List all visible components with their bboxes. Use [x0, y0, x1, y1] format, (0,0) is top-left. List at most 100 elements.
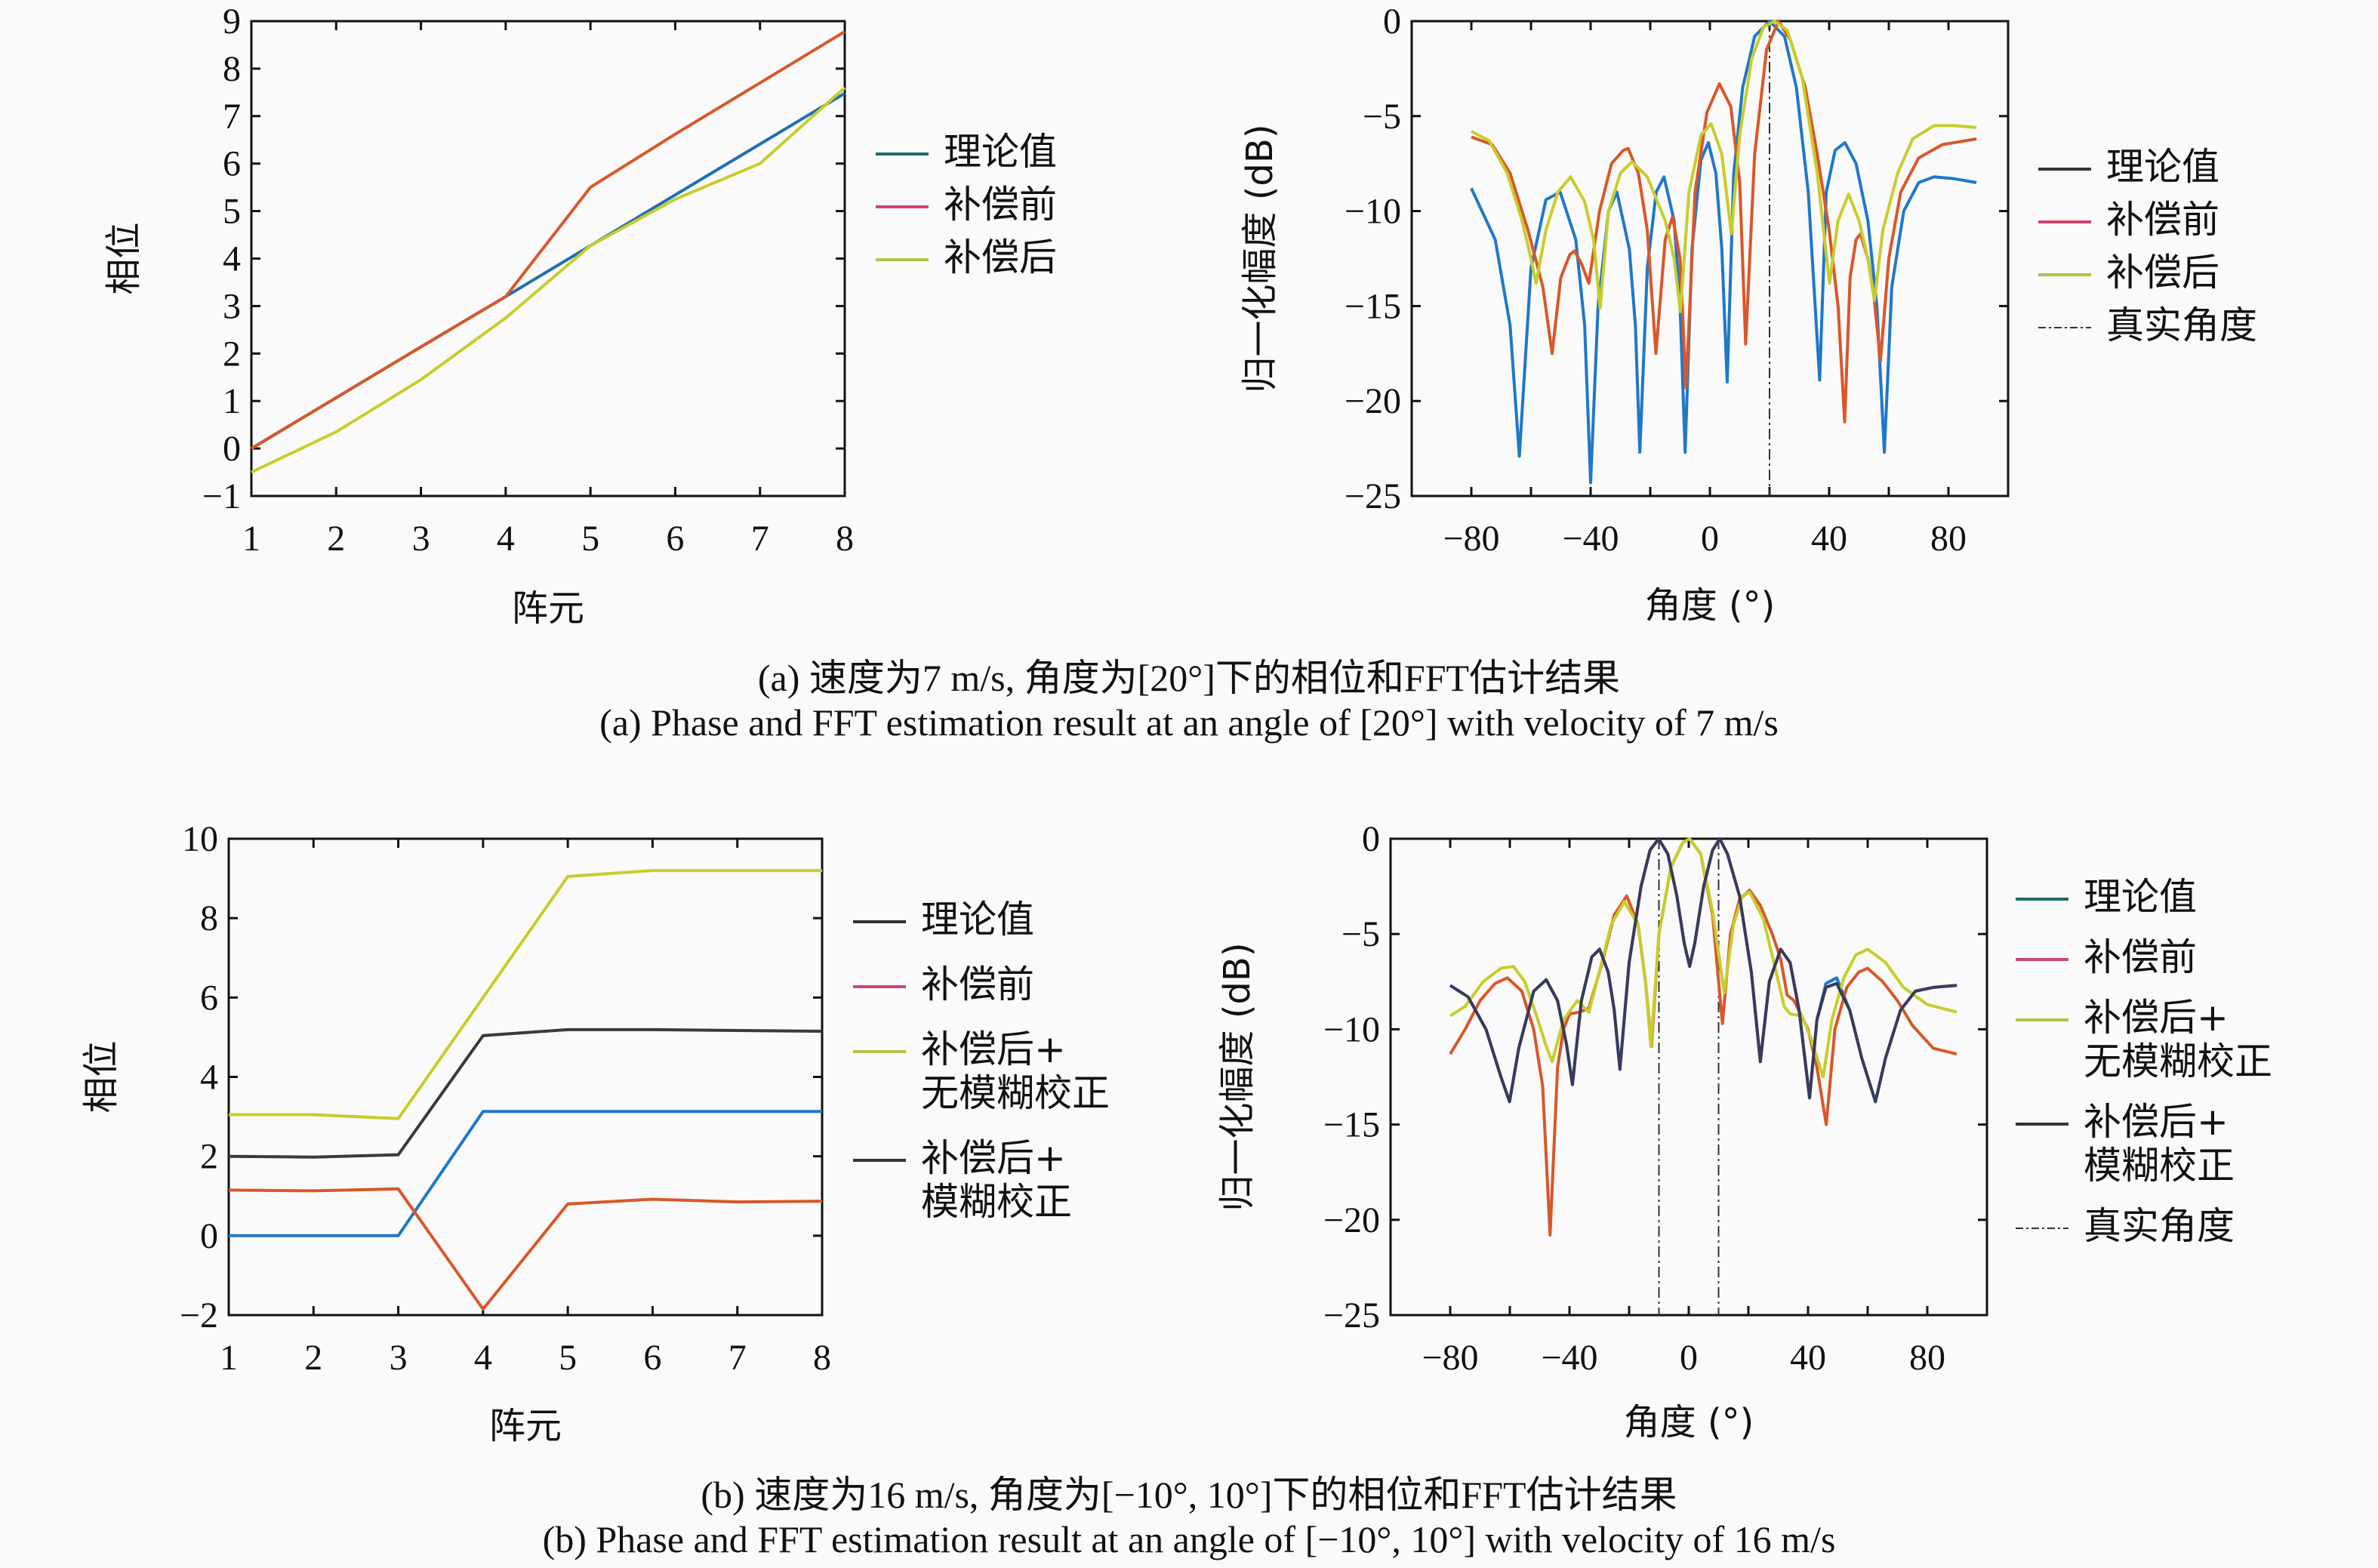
legend-label: 补偿后: [944, 236, 1057, 279]
chart-a-fft: −80 −40 0 40 80 0 −5 −10 −15 −20 −25 角度 (°) 归一化幅度 (d…: [1239, 2, 2257, 627]
x-tick-label: 0: [1680, 1338, 1698, 1378]
y-tick-label: −1: [202, 476, 241, 516]
x-tick-label: 2: [304, 1338, 322, 1378]
y-tick-label: −2: [180, 1295, 218, 1335]
caption-b-zh: (b) 速度为16 m/s, 角度为[−10°, 10°]下的相位和FFT估计结…: [701, 1474, 1677, 1516]
y-tick-label: 2: [223, 334, 241, 374]
x-tick-label: −40: [1562, 519, 1619, 559]
y-tick-label: −15: [1323, 1105, 1380, 1145]
legend-label: 理论值: [944, 130, 1057, 174]
x-tick-label: 80: [1909, 1338, 1945, 1378]
legend-label: 理论值: [2084, 875, 2197, 919]
legend-label: 补偿前: [921, 963, 1034, 1006]
y-tick-label: 4: [200, 1058, 218, 1098]
legend-label: 无模糊校正: [921, 1071, 1110, 1115]
x-tick-label: 80: [1930, 519, 1967, 559]
series-line: [1449, 837, 1958, 1104]
y-tick-label: 6: [223, 144, 241, 184]
x-tick-label: 40: [1790, 1338, 1826, 1378]
x-tick-label: 4: [474, 1338, 492, 1378]
x-tick-label: −40: [1541, 1338, 1597, 1378]
y-tick-label: 0: [200, 1216, 218, 1256]
series-line: [228, 1027, 823, 1159]
y-axis-label: 相位: [80, 1040, 122, 1113]
x-tick-label: 8: [836, 519, 854, 559]
x-axis-label: 阵元: [512, 587, 584, 630]
legend-label: 理论值: [2106, 145, 2219, 189]
x-axis-label: 角度 (°): [1624, 1401, 1754, 1443]
y-tick-label: 9: [223, 2, 241, 42]
y-tick-label: −20: [1323, 1200, 1380, 1240]
caption-b-en: (b) Phase and FFT estimation result at a…: [542, 1518, 1836, 1560]
y-tick-label: 5: [223, 192, 241, 232]
y-axis-label: 归一化幅度 (dB): [1216, 942, 1258, 1211]
y-tick-label: 0: [223, 429, 241, 469]
plot-frame: [250, 20, 846, 498]
legend-label: 补偿前: [944, 183, 1057, 226]
series-line: [228, 1187, 823, 1311]
series-line: [251, 86, 846, 474]
y-tick-label: −10: [1323, 1009, 1380, 1049]
y-tick-label: 0: [1362, 819, 1380, 859]
y-tick-label: −20: [1345, 381, 1401, 421]
y-axis-label: 归一化幅度 (dB): [1239, 124, 1281, 393]
legend-label: 真实角度: [2106, 303, 2257, 347]
y-tick-label: −5: [1363, 97, 1401, 137]
y-tick-label: −5: [1341, 914, 1380, 954]
plot-frame: [1410, 20, 2010, 498]
y-tick-label: 8: [200, 898, 218, 938]
series-line: [1449, 837, 1958, 1079]
x-tick-label: 5: [559, 1338, 577, 1378]
x-tick-label: 1: [242, 519, 260, 559]
series-line: [1471, 20, 1977, 313]
legend-label: 无模糊校正: [2084, 1040, 2272, 1083]
legend-label: 模糊校正: [2084, 1144, 2235, 1188]
y-axis-label: 相位: [103, 222, 145, 294]
plot-frame: [1389, 837, 1988, 1317]
x-tick-label: 6: [643, 1338, 661, 1378]
x-tick-label: 3: [412, 519, 430, 559]
series-line: [229, 869, 822, 1120]
y-tick-label: −10: [1345, 192, 1401, 232]
chart-b-phase: 1 2 3 4 5 6 7 8−20246810阵元相位理论值补偿前补偿后+无模糊校正补偿后+…: [80, 819, 1110, 1447]
caption-a-en: (a) Phase and FFT estimation result at a…: [599, 701, 1779, 744]
legend-label: 模糊校正: [921, 1180, 1072, 1224]
legend-label: 补偿后: [2106, 251, 2219, 294]
y-tick-label: 2: [200, 1137, 218, 1177]
series-line: [250, 30, 846, 450]
x-tick-label: 40: [1811, 519, 1847, 559]
y-tick-label: −25: [1323, 1295, 1380, 1335]
chart-b-fft: −80 −40 0 40 80 0 −5 −10 −15 −20 −25 角度 (°) 归一化幅度 (d…: [1216, 819, 2272, 1443]
series-line: [1449, 837, 1958, 1237]
y-tick-label: 10: [182, 819, 218, 859]
x-tick-label: 1: [220, 1338, 238, 1378]
x-tick-label: 6: [666, 519, 684, 559]
y-tick-label: 8: [223, 49, 241, 89]
y-tick-label: −15: [1345, 286, 1401, 326]
x-tick-label: −80: [1422, 1338, 1478, 1378]
x-tick-label: 5: [581, 519, 599, 559]
x-tick-label: 2: [327, 519, 345, 559]
legend-label: 真实角度: [2084, 1204, 2235, 1248]
plot-frame: [227, 837, 824, 1317]
y-tick-label: 7: [223, 97, 241, 137]
y-tick-label: 6: [200, 978, 218, 1018]
series-line: [1449, 837, 1958, 1104]
y-tick-label: 0: [1383, 2, 1401, 42]
y-tick-label: −25: [1345, 476, 1401, 516]
legend-label: 理论值: [921, 898, 1034, 941]
x-tick-label: 0: [1701, 519, 1719, 559]
x-tick-label: −80: [1443, 519, 1499, 559]
x-axis-label: 阵元: [489, 1405, 562, 1447]
legend-label: 补偿后+: [2084, 1100, 2229, 1144]
y-tick-label: 4: [223, 239, 241, 279]
x-tick-label: 4: [497, 519, 515, 559]
caption-a-zh: (a) 速度为7 m/s, 角度为[20°]下的相位和FFT估计结果: [757, 657, 1621, 699]
y-tick-label: 3: [223, 286, 241, 326]
x-tick-label: 7: [728, 1338, 747, 1378]
x-axis-label: 角度 (°): [1645, 584, 1776, 627]
y-tick-label: 1: [223, 381, 241, 421]
x-tick-label: 8: [813, 1338, 831, 1378]
x-tick-label: 7: [751, 519, 769, 559]
